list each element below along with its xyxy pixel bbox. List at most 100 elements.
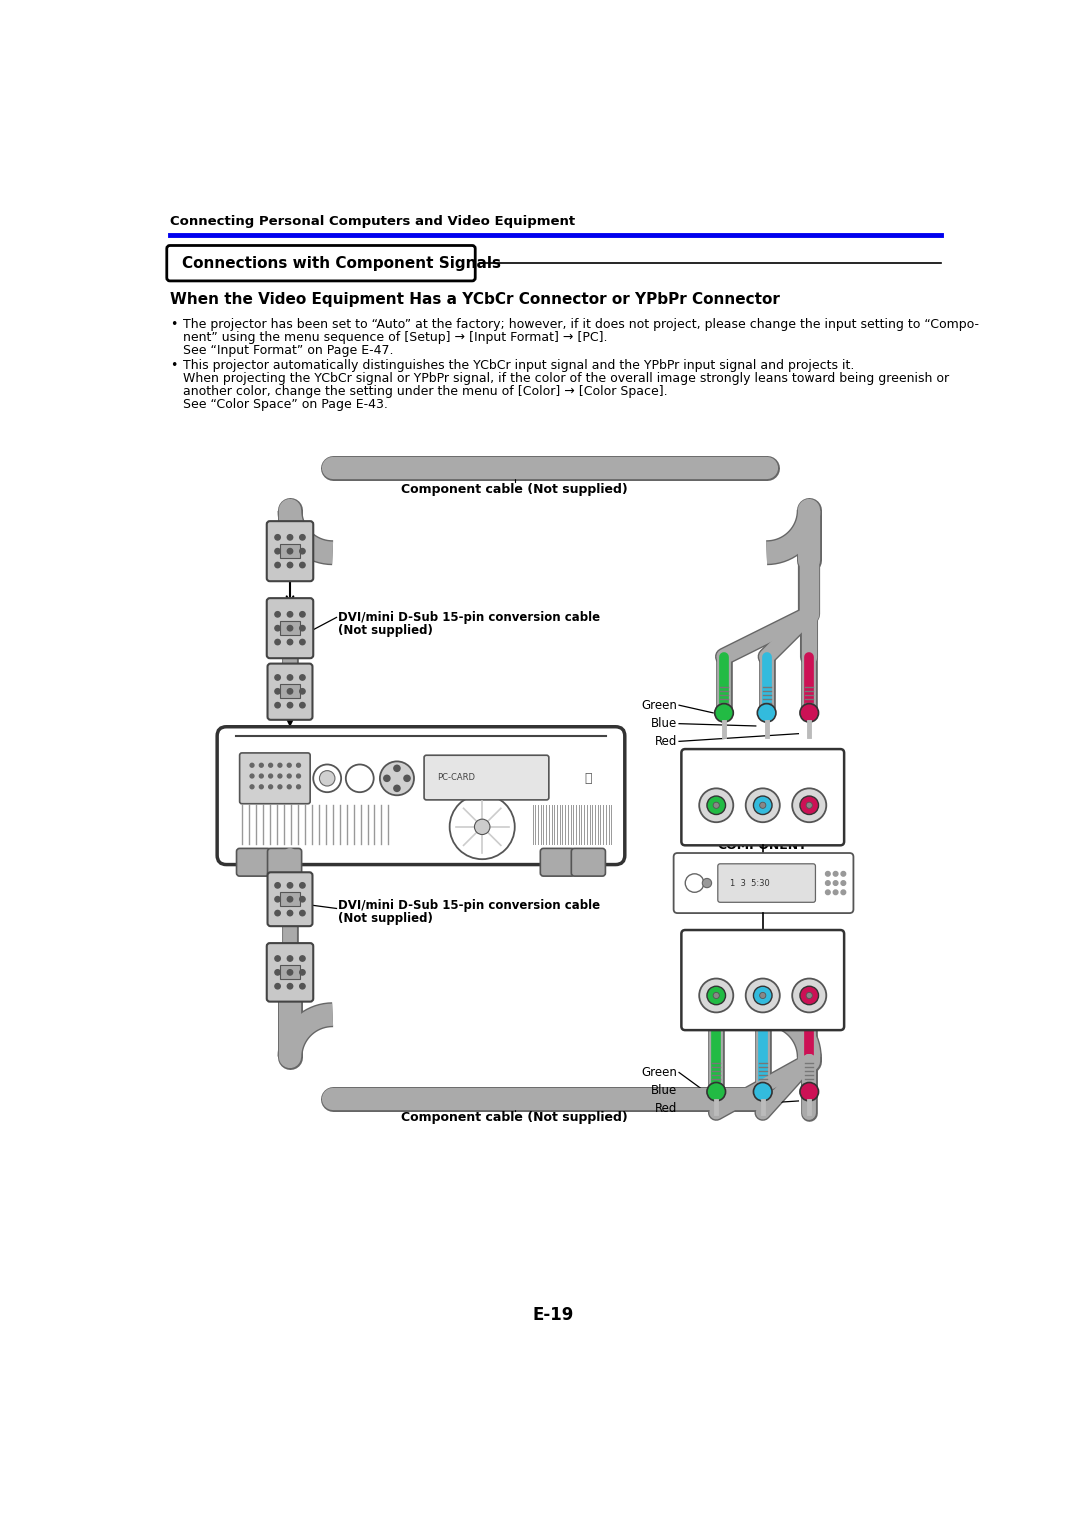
Circle shape (394, 765, 400, 772)
Circle shape (745, 978, 780, 1012)
Circle shape (287, 674, 293, 681)
Circle shape (759, 803, 766, 809)
Circle shape (287, 896, 293, 902)
Text: Pb: Pb (756, 955, 770, 966)
Circle shape (275, 896, 281, 902)
Circle shape (287, 702, 293, 708)
Circle shape (825, 871, 831, 876)
FancyBboxPatch shape (681, 749, 845, 845)
Circle shape (806, 803, 812, 809)
Circle shape (793, 978, 826, 1012)
Circle shape (251, 784, 254, 789)
Text: Y: Y (713, 830, 719, 839)
Circle shape (287, 911, 293, 916)
Circle shape (841, 890, 846, 894)
Circle shape (299, 882, 306, 888)
Circle shape (275, 534, 281, 540)
FancyBboxPatch shape (217, 726, 625, 865)
Circle shape (806, 992, 812, 998)
Circle shape (800, 703, 819, 722)
FancyBboxPatch shape (571, 848, 606, 876)
Text: nent” using the menu sequence of [Setup] → [Input Format] → [PC].: nent” using the menu sequence of [Setup]… (183, 331, 608, 343)
Text: Component cable (Not supplied): Component cable (Not supplied) (402, 484, 629, 496)
FancyBboxPatch shape (268, 873, 312, 926)
Circle shape (297, 784, 300, 789)
Circle shape (825, 890, 831, 894)
Circle shape (275, 955, 281, 961)
Circle shape (287, 955, 293, 961)
Text: DVI/mini D-Sub 15-pin conversion cable: DVI/mini D-Sub 15-pin conversion cable (338, 612, 600, 624)
Text: When projecting the YCbCr signal or YPbPr signal, if the color of the overall im: When projecting the YCbCr signal or YPbP… (183, 372, 949, 385)
Circle shape (287, 774, 292, 778)
Text: COMPONENT: COMPONENT (718, 839, 808, 852)
Circle shape (299, 896, 306, 902)
Circle shape (707, 1082, 726, 1100)
Circle shape (278, 784, 282, 789)
Circle shape (299, 955, 306, 961)
Circle shape (745, 789, 780, 823)
Circle shape (713, 992, 719, 998)
Circle shape (269, 774, 272, 778)
Circle shape (287, 548, 293, 554)
Text: This projector automatically distinguishes the YCbCr input signal and the YPbPr : This projector automatically distinguish… (183, 359, 854, 372)
FancyBboxPatch shape (267, 522, 313, 581)
Circle shape (299, 984, 306, 989)
Circle shape (287, 784, 292, 789)
Circle shape (287, 563, 293, 568)
Circle shape (394, 786, 400, 792)
FancyBboxPatch shape (166, 246, 475, 281)
Circle shape (713, 803, 719, 809)
Circle shape (320, 771, 335, 786)
Circle shape (754, 986, 772, 1004)
Circle shape (404, 775, 410, 781)
Text: Cb: Cb (755, 830, 770, 839)
FancyBboxPatch shape (268, 848, 301, 876)
Circle shape (269, 763, 272, 768)
Circle shape (275, 882, 281, 888)
Circle shape (346, 765, 374, 792)
FancyBboxPatch shape (267, 598, 313, 658)
Circle shape (275, 626, 281, 630)
Circle shape (287, 688, 293, 694)
Text: •: • (170, 359, 177, 372)
Text: ⚿: ⚿ (584, 772, 592, 784)
Text: DVI/mini D-Sub 15-pin conversion cable: DVI/mini D-Sub 15-pin conversion cable (338, 899, 600, 913)
Circle shape (299, 626, 306, 630)
Circle shape (287, 763, 292, 768)
Text: Connections with Component Signals: Connections with Component Signals (181, 256, 500, 270)
Circle shape (449, 795, 515, 859)
Text: another color, change the setting under the menu of [Color] → [Color Space].: another color, change the setting under … (183, 385, 667, 398)
Circle shape (800, 986, 819, 1004)
Circle shape (275, 702, 281, 708)
FancyBboxPatch shape (237, 848, 271, 876)
FancyBboxPatch shape (540, 848, 575, 876)
Circle shape (275, 984, 281, 989)
Text: PC-CARD: PC-CARD (437, 774, 475, 781)
Circle shape (299, 612, 306, 617)
Circle shape (287, 639, 293, 644)
Circle shape (287, 534, 293, 540)
Text: See “Input Format” on Page E-47.: See “Input Format” on Page E-47. (183, 343, 393, 357)
Circle shape (685, 874, 704, 893)
Text: Connecting Personal Computers and Video Equipment: Connecting Personal Computers and Video … (170, 215, 575, 229)
Circle shape (800, 797, 819, 815)
Circle shape (275, 688, 281, 694)
Circle shape (299, 674, 306, 681)
Circle shape (287, 984, 293, 989)
Circle shape (251, 763, 254, 768)
Text: COMPONENT: COMPONENT (718, 943, 808, 957)
FancyBboxPatch shape (718, 864, 815, 902)
Circle shape (707, 797, 726, 815)
Text: Component cable (Not supplied): Component cable (Not supplied) (402, 1111, 629, 1125)
FancyBboxPatch shape (268, 664, 312, 720)
Text: Green: Green (642, 1067, 677, 1079)
Text: (Not supplied): (Not supplied) (338, 911, 433, 925)
Circle shape (715, 703, 733, 722)
Circle shape (251, 774, 254, 778)
Circle shape (699, 789, 733, 823)
Text: Green: Green (642, 699, 677, 711)
Circle shape (275, 563, 281, 568)
Circle shape (287, 882, 293, 888)
Circle shape (287, 969, 293, 975)
Circle shape (841, 871, 846, 876)
